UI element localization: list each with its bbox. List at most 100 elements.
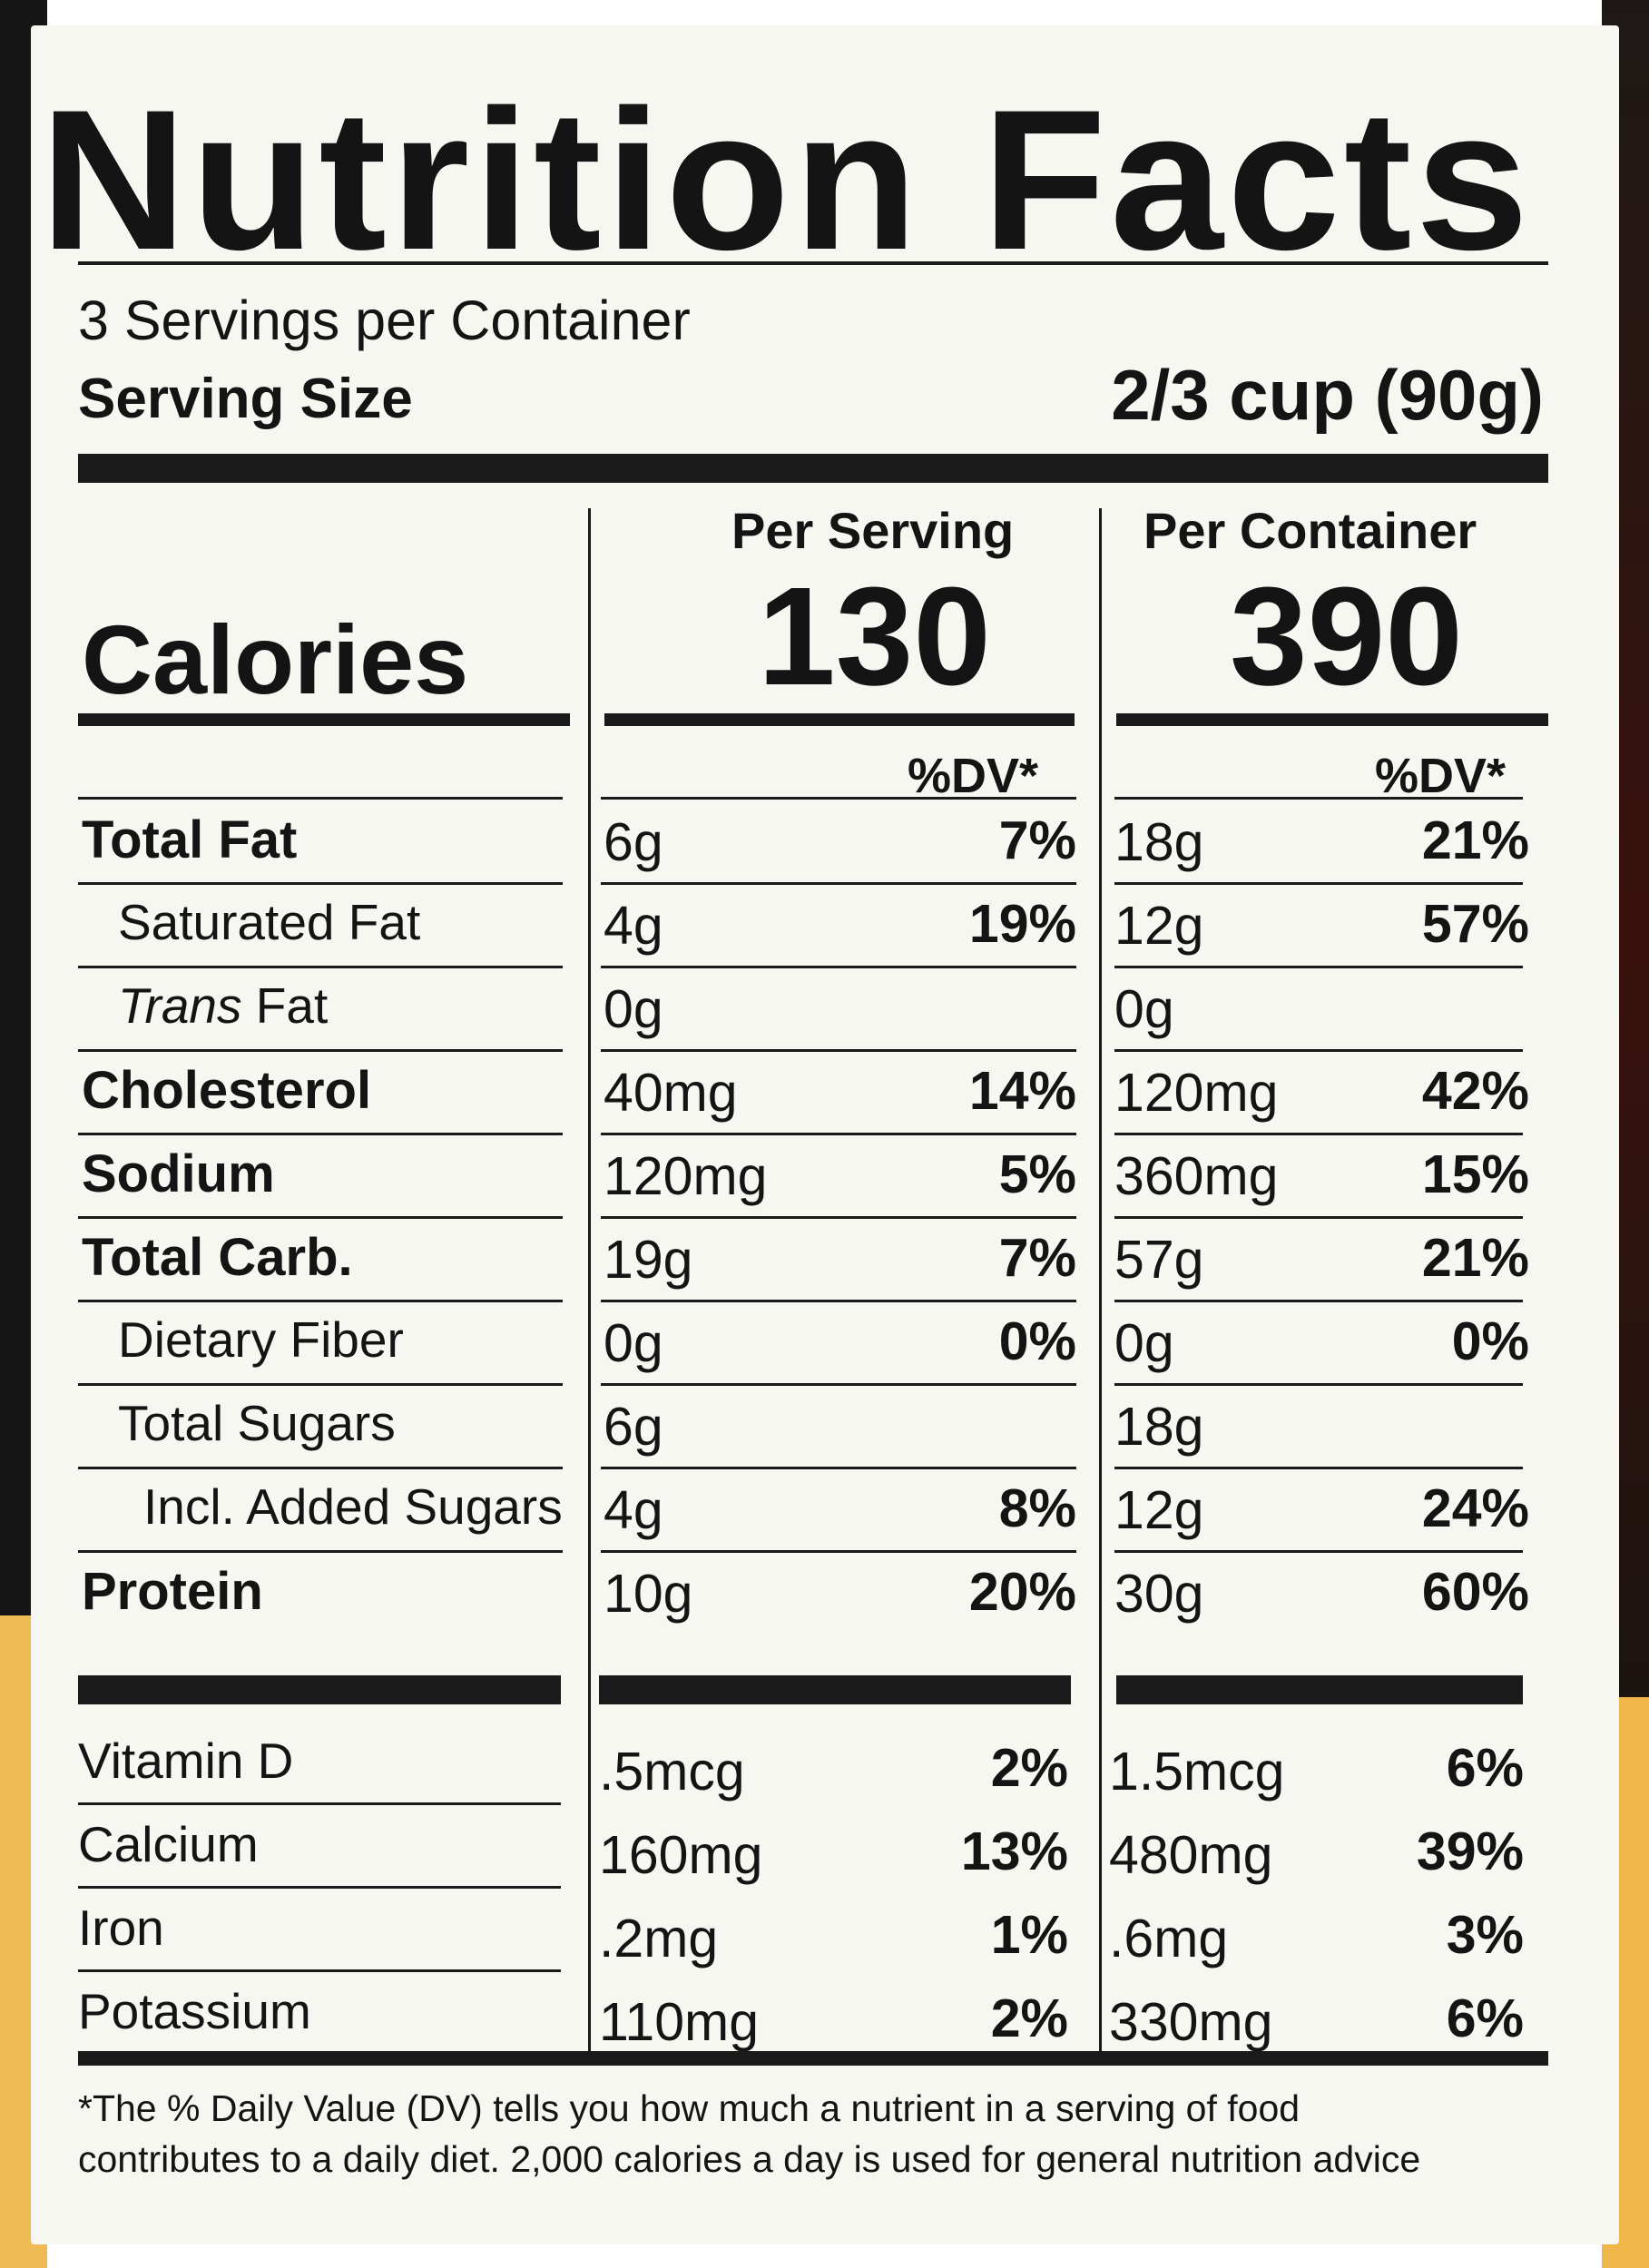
nutrient-name-text: Saturated Fat bbox=[118, 894, 421, 950]
container-amount: 57g bbox=[1114, 1230, 1204, 1290]
dv-header-container: %DV* bbox=[1375, 749, 1507, 803]
vitamin-serving-dv: 13% bbox=[960, 1821, 1068, 1881]
nutrient-name-text: Total Carb. bbox=[82, 1228, 353, 1287]
nutrient-name-text: Incl. Added Sugars bbox=[143, 1478, 563, 1535]
nutrient-name: Dietary Fiber bbox=[118, 1311, 404, 1369]
vitamin-serving-amount: 160mg bbox=[599, 1825, 763, 1885]
row-rule-mid bbox=[601, 1216, 1076, 1219]
footnote-line-1: *The % Daily Value (DV) tells you how mu… bbox=[78, 2087, 1301, 2129]
nutrient-name-text: Protein bbox=[82, 1562, 263, 1621]
container-amount: 120mg bbox=[1114, 1063, 1279, 1123]
container-amount: 360mg bbox=[1114, 1146, 1279, 1206]
serving-amount: 6g bbox=[604, 1397, 663, 1457]
container-dv: 24% bbox=[1421, 1478, 1529, 1538]
vitamin-container-dv: 6% bbox=[1446, 1738, 1524, 1798]
protein-rule-right bbox=[1116, 1675, 1523, 1704]
row-rule-right bbox=[1114, 1300, 1523, 1302]
per-container-header: Per Container bbox=[1144, 502, 1477, 559]
nutrient-name: Sodium bbox=[82, 1144, 275, 1204]
nutrient-name-text: Total Sugars bbox=[118, 1395, 396, 1451]
footnote-line-2: contributes to a daily diet. 2,000 calor… bbox=[78, 2138, 1421, 2180]
vitamin-serving-amount: 110mg bbox=[599, 1992, 760, 2052]
container-dv: 60% bbox=[1421, 1562, 1529, 1622]
row-rule-left bbox=[78, 1383, 563, 1386]
nutrient-name: Total Sugars bbox=[118, 1394, 396, 1452]
row-rule-mid bbox=[601, 882, 1076, 885]
calories-per-serving: 130 bbox=[758, 558, 991, 714]
serving-amount: 0g bbox=[604, 1313, 663, 1373]
serving-amount: 120mg bbox=[604, 1146, 768, 1206]
container-dv: 15% bbox=[1421, 1144, 1529, 1204]
container-amount: 30g bbox=[1114, 1564, 1204, 1624]
vitamin-serving-dv: 1% bbox=[990, 1905, 1068, 1965]
serving-dv: 5% bbox=[998, 1144, 1076, 1204]
container-dv: 57% bbox=[1421, 894, 1529, 954]
servings-per-container: 3 Servings per Container bbox=[78, 290, 691, 351]
nutrient-name: Cholesterol bbox=[82, 1060, 371, 1121]
nutrient-name-italic: Trans bbox=[118, 977, 242, 1034]
row-rule-mid bbox=[601, 1300, 1076, 1302]
row-rule-right bbox=[1114, 1383, 1523, 1386]
vitamin-container-amount: 1.5mcg bbox=[1109, 1742, 1285, 1802]
vitamin-container-dv: 6% bbox=[1446, 1988, 1524, 2048]
vitamin-container-dv: 3% bbox=[1446, 1905, 1524, 1965]
protein-rule-left bbox=[78, 1675, 561, 1704]
container-amount: 12g bbox=[1114, 1480, 1204, 1540]
nutrient-name-text: Dietary Fiber bbox=[118, 1311, 404, 1368]
nutrient-name-text: Fat bbox=[241, 977, 329, 1034]
row-rule-right bbox=[1114, 1467, 1523, 1469]
row-rule-left bbox=[78, 1133, 563, 1135]
label-title: Nutrition Facts bbox=[40, 68, 1533, 291]
dv-rule-right bbox=[1114, 797, 1523, 800]
serving-amount: 19g bbox=[604, 1230, 693, 1290]
row-rule-right bbox=[1114, 1216, 1523, 1219]
bottom-thick-rule bbox=[78, 2051, 1548, 2066]
row-rule-left bbox=[78, 882, 563, 885]
vitamin-serving-dv: 2% bbox=[990, 1738, 1068, 1798]
row-rule-left bbox=[78, 1216, 563, 1219]
protein-rule-mid bbox=[599, 1675, 1071, 1704]
serving-dv: 7% bbox=[998, 1228, 1076, 1288]
serving-amount: 0g bbox=[604, 979, 663, 1039]
container-dv: 21% bbox=[1421, 810, 1529, 870]
calories-per-container: 390 bbox=[1230, 558, 1463, 714]
vitamin-name: Potassium bbox=[78, 1983, 311, 2039]
vitamin-name: Calcium bbox=[78, 1816, 259, 1872]
column-divider-left bbox=[588, 508, 591, 2051]
vitamin-row-rule bbox=[78, 1969, 561, 1972]
nutrient-name: Saturated Fat bbox=[118, 893, 420, 951]
row-rule-right bbox=[1114, 1133, 1523, 1135]
dv-rule-mid bbox=[601, 797, 1076, 800]
serving-size-value: 2/3 cup (90g) bbox=[1111, 355, 1544, 435]
container-amount: 12g bbox=[1114, 896, 1204, 956]
container-amount: 18g bbox=[1114, 812, 1204, 872]
serving-dv: 8% bbox=[998, 1478, 1076, 1538]
row-rule-left bbox=[78, 1550, 563, 1553]
row-rule-mid bbox=[601, 1550, 1076, 1553]
serving-dv: 7% bbox=[998, 810, 1076, 870]
calories-rule-mid bbox=[604, 713, 1075, 726]
nutrient-name: Total Fat bbox=[82, 810, 297, 870]
row-rule-mid bbox=[601, 966, 1076, 968]
nutrient-name: Trans Fat bbox=[118, 977, 328, 1035]
calories-rule-right bbox=[1116, 713, 1548, 726]
container-dv: 0% bbox=[1451, 1311, 1529, 1371]
serving-amount: 10g bbox=[604, 1564, 693, 1624]
vitamin-container-dv: 39% bbox=[1416, 1821, 1524, 1881]
serving-amount: 6g bbox=[604, 812, 663, 872]
dv-header-serving: %DV* bbox=[908, 749, 1039, 803]
row-rule-left bbox=[78, 1049, 563, 1052]
vitamin-serving-dv: 2% bbox=[990, 1988, 1068, 2048]
row-rule-mid bbox=[601, 1049, 1076, 1052]
serving-amount: 4g bbox=[604, 896, 663, 956]
vitamin-row-rule bbox=[78, 1886, 561, 1889]
serving-dv: 19% bbox=[968, 894, 1076, 954]
nutrient-name-text: Cholesterol bbox=[82, 1061, 372, 1120]
container-dv: 42% bbox=[1421, 1061, 1529, 1121]
container-amount: 0g bbox=[1114, 1313, 1174, 1373]
row-rule-mid bbox=[601, 1133, 1076, 1135]
vitamin-serving-amount: .5mcg bbox=[599, 1742, 745, 1802]
dv-rule-left bbox=[78, 797, 563, 800]
serving-amount: 4g bbox=[604, 1480, 663, 1540]
nutrient-name: Protein bbox=[82, 1561, 263, 1622]
